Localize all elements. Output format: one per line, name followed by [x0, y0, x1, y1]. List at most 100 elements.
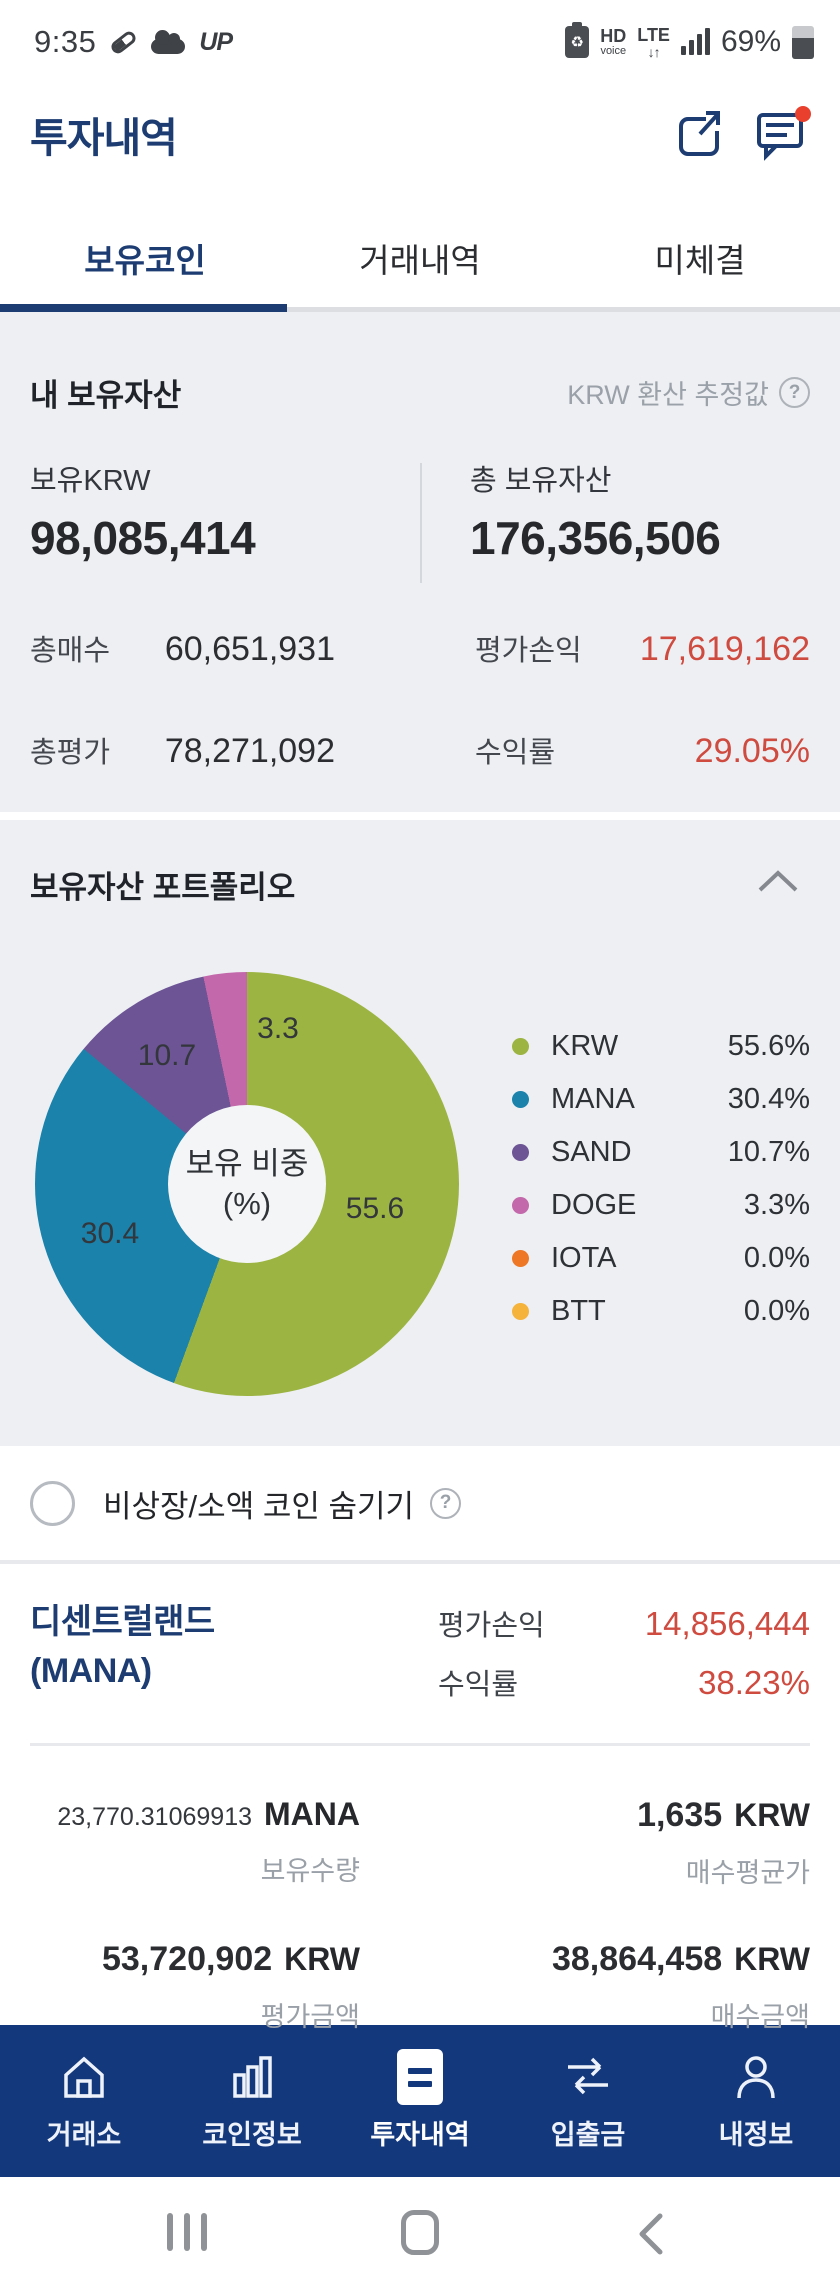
hide-coins-help-icon[interactable]: ? [430, 1487, 462, 1519]
app-header: 투자내역 [0, 70, 840, 180]
transfer-arrows-icon [568, 2057, 608, 2095]
coin-profit-loss-row: 평가손익 14,856,444 [438, 1602, 810, 1644]
clock: 9:35 [34, 24, 97, 59]
hd-voice-icon: HD voice [600, 26, 627, 57]
buy-amount-value: 38,864,458 [551, 1940, 723, 1978]
page-title: 투자내역 [30, 115, 178, 161]
recents-button[interactable] [167, 2213, 207, 2251]
return-rate-value: 29.05% [694, 732, 810, 770]
chat-icon [757, 106, 811, 161]
eval-amount-cell: 53,720,902 KRW 평가금액 [30, 1940, 420, 2034]
nav-investments[interactable]: 투자내역 [336, 2025, 504, 2177]
nav-exchange[interactable]: 거래소 [0, 2025, 168, 2177]
slice-label-doge: 3.3 [257, 1012, 299, 1045]
legend-dot-sand [512, 1144, 529, 1161]
total-asset-value: 176,356,506 [470, 512, 721, 564]
slice-label-mana: 30.4 [80, 1217, 140, 1250]
coin-detail-card[interactable]: 디센트럴랜드 (MANA) 평가손익 14,856,444 수익률 38.23%… [0, 1564, 840, 2032]
total-eval-row: 총평가 78,271,092 [30, 729, 335, 771]
legend-row-mana: MANA 30.4% [512, 1073, 810, 1126]
share-button[interactable] [670, 105, 728, 163]
holding-quantity-value: 23,770.31069913 [57, 1803, 253, 1831]
slice-label-sand: 10.7 [137, 1039, 197, 1072]
legend-row-iota: IOTA 0.0% [512, 1232, 810, 1285]
tab-held-coins[interactable]: 보유코인 [84, 242, 206, 279]
donut-center-label: 보유 비중 (%) [168, 1105, 326, 1263]
total-buy-value: 60,651,931 [164, 630, 335, 668]
coin-return-rate-row: 수익률 38.23% [438, 1661, 810, 1703]
buy-amount-unit: KRW [734, 1941, 810, 1977]
bottom-nav: 거래소 코인정보 투자내역 [0, 2025, 840, 2177]
messages-button[interactable] [754, 105, 812, 163]
nav-my-info[interactable]: 내정보 [672, 2025, 840, 2177]
home-button[interactable] [401, 2210, 439, 2255]
battery-percent: 69% [720, 25, 781, 58]
avg-buy-price-unit: KRW [734, 1797, 810, 1833]
buy-amount-label: 매수금액 [710, 2002, 810, 2032]
portfolio-title: 보유자산 포트폴리오 [30, 870, 296, 905]
tab-underline-track [0, 307, 840, 312]
portfolio-panel: 보유자산 포트폴리오 55.6 30.4 10.7 3.3 보유 비중 (%) … [0, 820, 840, 1446]
hide-coins-row: 비상장/소액 코인 숨기기 ? [0, 1446, 840, 1560]
person-icon [737, 2056, 775, 2099]
section-divider [0, 1560, 840, 1564]
investments-icon [397, 2049, 443, 2105]
section-gap [0, 812, 840, 820]
legend-row-btt: BTT 0.0% [512, 1285, 810, 1338]
holding-quantity-label: 보유수량 [260, 1856, 360, 1886]
coin-profit-loss-label: 평가손익 [438, 1610, 545, 1642]
up-app-icon: UP [199, 27, 233, 56]
cloud-notification-icon [151, 29, 186, 54]
help-icon[interactable]: ? [779, 377, 810, 408]
nav-deposit-withdraw[interactable]: 입출금 [504, 2025, 672, 2177]
holding-quantity-cell: 23,770.31069913 MANA 보유수량 [30, 1796, 420, 1890]
collapse-button[interactable] [754, 864, 802, 898]
legend-row-sand: SAND 10.7% [512, 1126, 810, 1179]
legend-row-doge: DOGE 3.3% [512, 1179, 810, 1232]
legend-dot-doge [512, 1197, 529, 1214]
legend-row-krw: KRW 55.6% [512, 1020, 810, 1073]
total-buy-label: 총매수 [30, 635, 111, 667]
assets-section-title: 내 보유자산 [30, 378, 182, 413]
coin-return-rate-value: 38.23% [698, 1664, 810, 1701]
legend-dot-krw [512, 1038, 529, 1055]
eval-amount-value: 53,720,902 [101, 1940, 273, 1978]
back-button[interactable] [636, 2212, 664, 2261]
back-chevron-icon [639, 2213, 663, 2255]
signal-strength-icon [680, 28, 710, 55]
total-eval-label: 총평가 [30, 737, 111, 769]
nav-coin-info[interactable]: 코인정보 [168, 2025, 336, 2177]
pill-notification-icon [109, 28, 139, 56]
android-nav-bar [0, 2177, 840, 2289]
legend-dot-iota [512, 1250, 529, 1267]
my-assets-panel: 내 보유자산 KRW 환산 추정값 ? 보유KRW 98,085,414 총 보… [0, 312, 840, 812]
profit-loss-row: 평가손익 17,619,162 [475, 627, 810, 669]
coin-divider [30, 1743, 810, 1746]
hide-coins-label: 비상장/소액 코인 숨기기 [103, 1488, 415, 1524]
tab-bar: 보유코인 거래내역 미체결 [0, 180, 840, 312]
avg-buy-price-label: 매수평균가 [685, 1858, 810, 1888]
home-icon [64, 2056, 104, 2098]
battery-saver-icon: ♻ [565, 22, 590, 58]
vertical-divider [420, 463, 422, 583]
battery-icon [792, 25, 814, 59]
legend-dot-mana [512, 1091, 529, 1108]
legend-dot-btt [512, 1303, 529, 1320]
portfolio-donut-chart: 55.6 30.4 10.7 3.3 보유 비중 (%) [35, 972, 459, 1396]
profit-loss-value: 17,619,162 [639, 630, 810, 668]
tab-open-orders[interactable]: 미체결 [654, 242, 746, 279]
eval-amount-label: 평가금액 [260, 2002, 360, 2032]
notification-badge [795, 106, 811, 122]
hide-coins-checkbox[interactable] [30, 1480, 75, 1526]
hold-krw-label: 보유KRW [30, 465, 151, 497]
coin-name: 디센트럴랜드 (MANA) [30, 1603, 215, 1691]
tab-trade-history[interactable]: 거래내역 [359, 242, 481, 279]
holding-quantity-unit: MANA [264, 1796, 360, 1832]
return-rate-label: 수익률 [475, 737, 556, 769]
portfolio-legend: KRW 55.6% MANA 30.4% SAND 10.7% DOGE 3.3… [512, 1020, 810, 1338]
hold-krw-value: 98,085,414 [30, 512, 256, 564]
eval-amount-unit: KRW [284, 1941, 360, 1977]
active-tab-underline [0, 304, 287, 312]
share-icon [679, 111, 720, 156]
